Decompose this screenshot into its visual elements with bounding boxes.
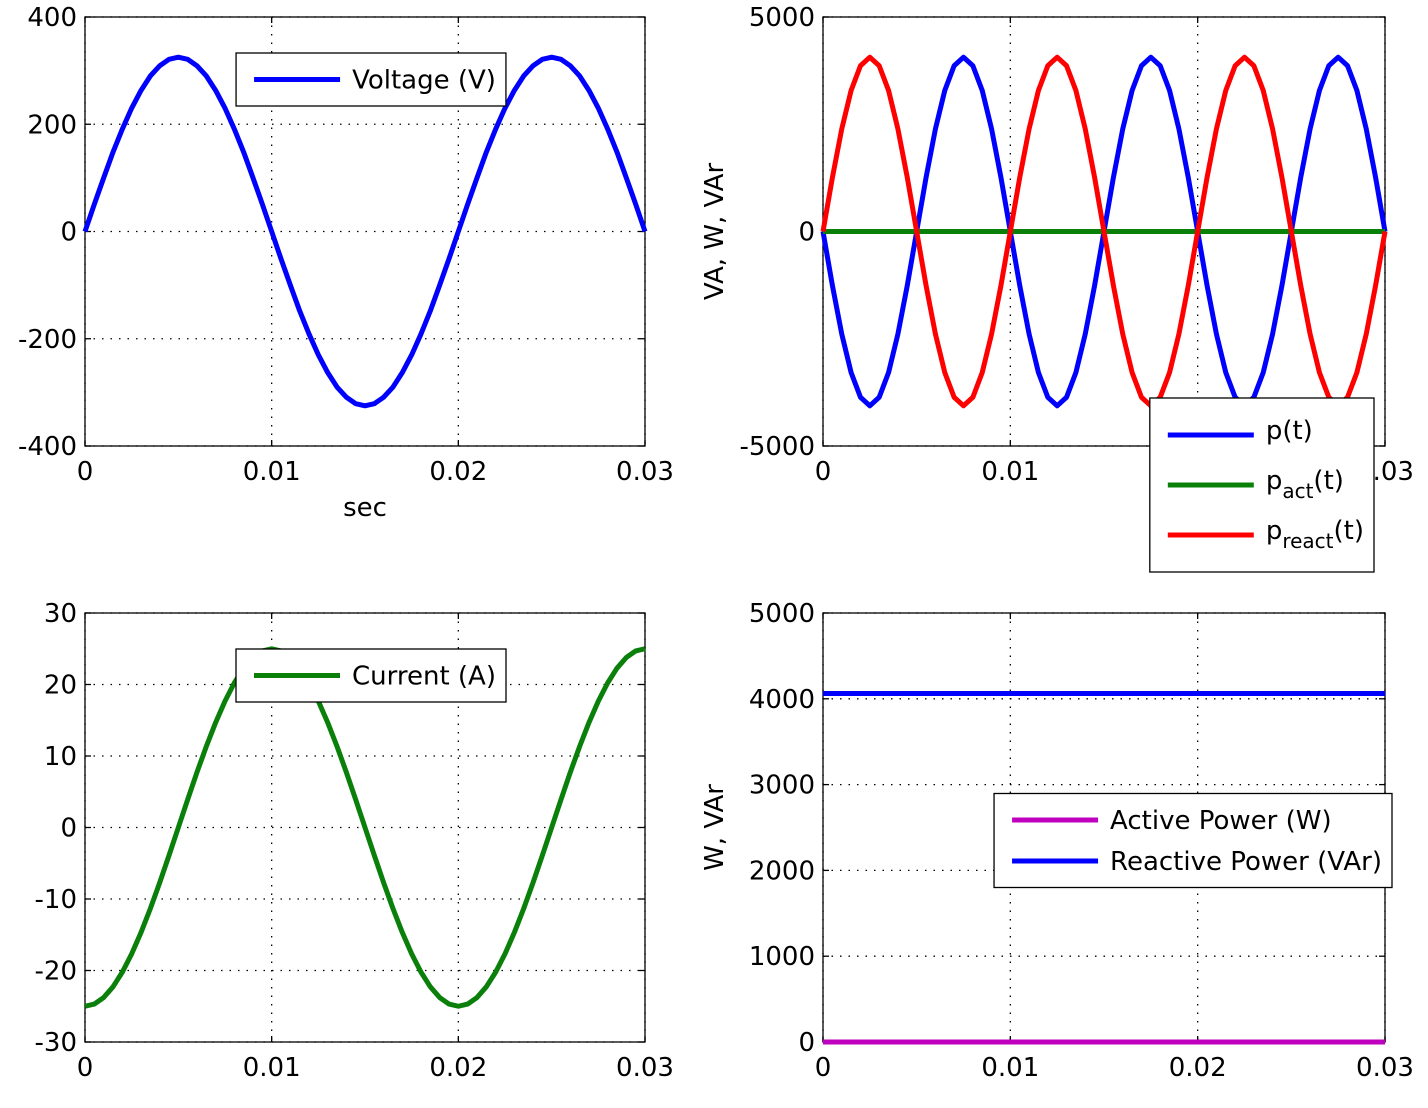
legend-label: Reactive Power (VAr)	[1110, 847, 1382, 877]
y-tick-label: 10	[44, 742, 77, 772]
y-tick-label: -400	[18, 432, 77, 462]
x-tick-label: 0.03	[1356, 1053, 1414, 1083]
y-tick-label: -200	[18, 325, 77, 355]
subplot: 0 0.01 0.02 0.03 -30 -20 -10 0 10 20 30 Current (A)	[35, 599, 674, 1083]
legend: Active Power (W) Reactive Power (VAr)	[993, 792, 1393, 889]
legend-box	[993, 792, 1393, 889]
x-tick-label: 0.02	[429, 457, 487, 487]
y-tick-label: 1000	[749, 942, 815, 972]
legend-label: Voltage (V)	[352, 66, 496, 96]
y-tick-label: 4000	[749, 685, 815, 715]
y-tick-label: 5000	[749, 3, 815, 33]
x-tick-label: 0.03	[616, 1053, 674, 1083]
legend-label: preact(t)	[1266, 516, 1364, 553]
y-tick-label: 200	[27, 110, 77, 140]
subplot: 0 0.01 0.02 0.03 0 1000 2000 3000 4000 5000 W, VAr…	[700, 599, 1414, 1083]
y-tick-label: 0	[798, 218, 815, 248]
x-tick-label: 0	[815, 457, 832, 487]
y-axis-label: VA, W, VAr	[700, 163, 730, 301]
y-tick-label: 0	[60, 814, 77, 844]
series-line	[84, 646, 646, 1009]
series-line	[820, 54, 1388, 409]
y-tick-label: -5000	[739, 432, 815, 462]
y-tick-label: -20	[35, 957, 77, 987]
legend-label: p(t)	[1266, 416, 1313, 446]
x-tick-label: 0	[77, 457, 94, 487]
x-tick-label: 0	[815, 1053, 832, 1083]
y-tick-label: 0	[798, 1028, 815, 1058]
x-tick-label: 0.02	[429, 1053, 487, 1083]
x-tick-label: 0.01	[243, 1053, 301, 1083]
y-tick-label: 5000	[749, 599, 815, 629]
legend-label: Current (A)	[352, 662, 496, 692]
y-tick-label: 3000	[749, 771, 815, 801]
series-line	[82, 54, 648, 409]
x-tick-label: 0	[77, 1053, 94, 1083]
x-tick-label: 0.01	[981, 457, 1039, 487]
y-tick-label: 400	[27, 3, 77, 33]
x-tick-label: 0.02	[1169, 1053, 1227, 1083]
legend: p(t) pact(t) preact(t)	[1149, 397, 1375, 573]
y-axis-label: W, VAr	[700, 784, 730, 871]
x-tick-label: 0.01	[243, 457, 301, 487]
legend: Current (A)	[235, 648, 507, 703]
y-tick-label: 0	[60, 218, 77, 248]
y-tick-label: 30	[44, 599, 77, 629]
subplot: 0 0.01 0.02 0.03 -400 -200 0 200 400 sec Voltage (…	[18, 3, 674, 523]
y-tick-label: -10	[35, 885, 77, 915]
x-tick-label: 0.01	[981, 1053, 1039, 1083]
y-tick-label: 2000	[749, 856, 815, 886]
legend-label: Active Power (W)	[1110, 806, 1332, 836]
axes-box	[84, 612, 646, 1043]
y-tick-label: 20	[44, 671, 77, 701]
y-tick-label: -30	[35, 1028, 77, 1058]
x-tick-label: 0.03	[616, 457, 674, 487]
legend: Voltage (V)	[235, 52, 507, 107]
legend-label: pact(t)	[1266, 466, 1344, 503]
x-axis-label: sec	[343, 493, 387, 523]
